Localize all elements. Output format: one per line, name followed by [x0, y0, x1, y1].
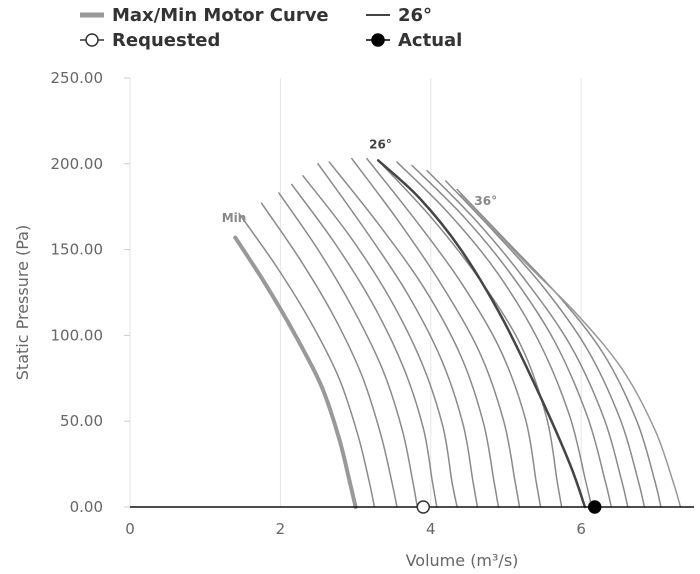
operating-points [416, 500, 602, 514]
legend-symbol-marker [85, 33, 99, 47]
curve-series [233, 157, 682, 509]
y-tick-label: 50.00 [60, 412, 103, 430]
y-tick-label: 100.00 [51, 326, 104, 344]
legend[interactable]: Max/Min Motor Curve 26° Requested Actual [80, 5, 462, 51]
blade-angle-curve-6[interactable] [317, 163, 479, 508]
curve-label: Min [222, 211, 247, 225]
blade-angle-curve-7[interactable] [328, 161, 500, 508]
blade-angle-curve-14[interactable] [426, 169, 629, 508]
blade-angle-curve-1[interactable] [238, 212, 376, 508]
y-tick-label: 0.00 [70, 498, 103, 516]
legend-item[interactable]: Max/Min Motor Curve [80, 5, 329, 26]
y-tick-label: 150.00 [51, 241, 104, 259]
legend-label: Max/Min Motor Curve [112, 5, 329, 26]
blade-angle-curve-16[interactable] [456, 188, 662, 508]
legend-item[interactable]: Requested [80, 30, 220, 51]
legend-label: Requested [112, 30, 220, 51]
y-tick-label: 250.00 [51, 69, 104, 87]
actual-point[interactable] [587, 500, 602, 514]
grid [129, 78, 582, 507]
blade-angle-curve-5[interactable] [302, 175, 458, 508]
x-axis-title: Volume (m³/s) [406, 551, 519, 570]
blade-angle-curve-12[interactable] [396, 161, 593, 508]
legend-item[interactable]: Actual [366, 30, 462, 51]
curve-label: 36° [474, 194, 497, 208]
x-tick-label: 4 [426, 520, 436, 538]
curve-label: 26° [369, 137, 392, 151]
legend-label: 26° [398, 5, 432, 26]
x-tick-label: 2 [276, 520, 286, 538]
x-tick-label: 6 [576, 520, 586, 538]
blade-angle-curve-10[interactable] [377, 159, 563, 508]
blade-angle-curve-3[interactable] [278, 192, 419, 508]
blade-angle-curve-15[interactable] [445, 180, 646, 508]
legend-symbol-marker [371, 33, 385, 47]
y-tick-label: 200.00 [51, 155, 104, 173]
curve-26-degree[interactable] [376, 159, 587, 509]
blade-angle-curve-13[interactable] [411, 164, 613, 508]
blade-angle-curve-4[interactable] [290, 183, 438, 508]
y-axis-title: Static Pressure (Pa) [13, 225, 32, 380]
blade-angle-curve-2[interactable] [260, 202, 398, 508]
blade-angle-curve-8[interactable] [351, 157, 521, 508]
x-tick-label: 0 [125, 520, 135, 538]
legend-label: Actual [398, 30, 462, 51]
curve-labels: Min 26° 36° [222, 137, 497, 225]
legend-item[interactable]: 26° [366, 5, 432, 26]
min-motor-curve[interactable] [233, 235, 358, 509]
requested-point[interactable] [416, 500, 431, 514]
blade-angle-curve-9[interactable] [366, 157, 542, 508]
y-axis-ticks: 0.00 50.00 100.00 150.00 200.00 250.00 [51, 69, 130, 516]
max-motor-curve[interactable] [460, 193, 682, 508]
x-axis-ticks: 0 2 4 6 [125, 520, 586, 538]
